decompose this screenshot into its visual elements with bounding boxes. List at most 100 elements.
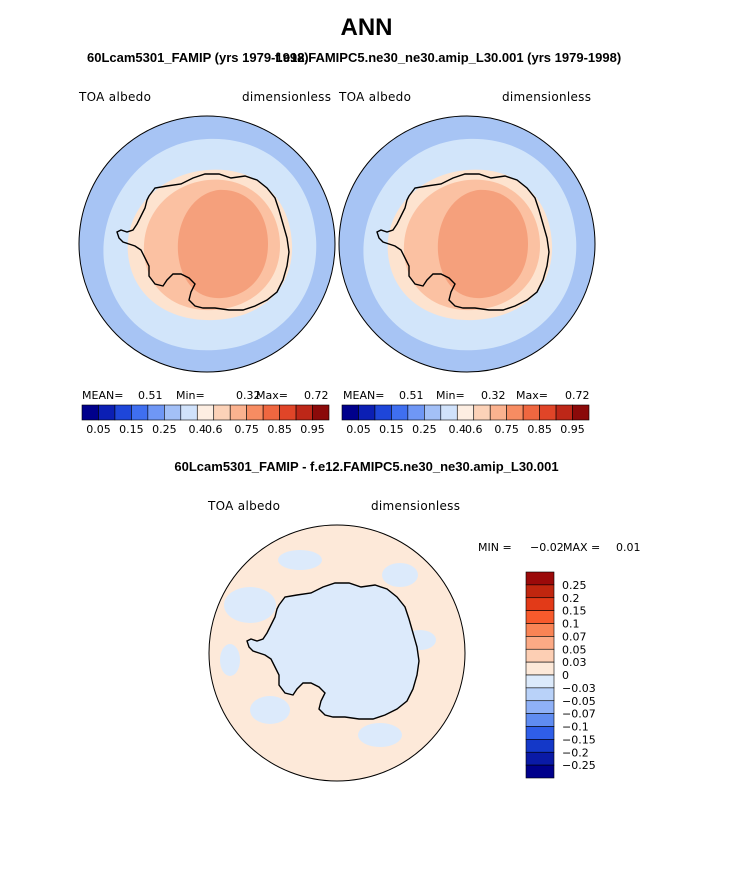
right-colorbar-tick-label: 0.05 (346, 423, 371, 436)
left-colorbar-swatch (312, 404, 330, 421)
diff-colorbar-tick-label: −0.05 (562, 695, 596, 708)
right-max-label: Max= (516, 389, 548, 402)
left-colorbar-swatch (229, 404, 247, 421)
left-mean-value: 0.51 (138, 389, 163, 402)
diff-min-label: MIN = (478, 541, 512, 554)
right-mean-value: 0.51 (399, 389, 424, 402)
diff-colorbar-swatch (525, 661, 555, 676)
left-colorbar-swatch (164, 404, 182, 421)
diff-map (208, 524, 466, 782)
left-colorbar-swatch (114, 404, 132, 421)
diff-colorbar-swatch (525, 584, 555, 599)
diff-variable-label: TOA albedo (208, 499, 281, 513)
diff-colorbar-swatch (525, 764, 555, 779)
left-colorbar-swatch (279, 404, 297, 421)
diff-colorbar-tick-label: −0.07 (562, 708, 596, 721)
right-min-label: Min= (436, 389, 465, 402)
diff-colorbar-swatch (525, 700, 555, 714)
left-colorbar: 0.05 0.15 0.25 0.40.6 0.75 0.85 0.95 (81, 404, 330, 436)
diff-colorbar: 0.250.20.150.10.070.050.030−0.03−0.05−0.… (525, 571, 596, 779)
right-colorbar: 0.05 0.15 0.25 0.40.6 0.75 0.85 0.95 (341, 404, 590, 436)
diff-colorbar-swatch (525, 648, 555, 663)
diff-colorbar-swatch (525, 739, 555, 753)
left-map (78, 115, 336, 373)
right-colorbar-swatch (539, 404, 557, 421)
diff-colorbar-tick-label: 0.03 (562, 656, 587, 669)
left-colorbar-swatch (180, 404, 198, 421)
right-colorbar-swatch (572, 404, 590, 421)
diff-colorbar-swatch (525, 713, 555, 727)
diff-max-value: 0.01 (616, 541, 641, 554)
left-colorbar-tick-label: 0.75 (234, 423, 259, 436)
right-max-value: 0.72 (565, 389, 590, 402)
left-colorbar-tick-label: 0.05 (86, 423, 111, 436)
diff-colorbar-swatch (525, 597, 555, 611)
right-colorbar-swatch (456, 404, 475, 421)
diff-colorbar-swatch (525, 674, 555, 689)
left-colorbar-swatch (213, 404, 231, 421)
diff-units-label: dimensionless (371, 499, 461, 513)
right-variable-label: TOA albedo (339, 90, 412, 104)
right-colorbar-tick-label: 0.95 (560, 423, 585, 436)
left-colorbar-swatch (295, 404, 313, 421)
diff-colorbar-tick-label: −0.03 (562, 682, 596, 695)
right-colorbar-swatch (506, 404, 524, 421)
right-colorbar-swatch (407, 404, 425, 421)
left-colorbar-swatch (196, 404, 215, 421)
diff-colorbar-swatch (525, 610, 555, 624)
diff-colorbar-tick-label: −0.1 (562, 721, 589, 734)
right-colorbar-swatch (489, 404, 507, 421)
right-units-label: dimensionless (502, 90, 592, 104)
right-colorbar-tick-label: 0.6 (465, 423, 483, 436)
diff-colorbar-swatch (525, 687, 555, 702)
right-panel-title: f.e12.FAMIPC5.ne30_ne30.amip_L30.001 (yr… (275, 50, 622, 65)
left-mean-label: MEAN= (82, 389, 124, 402)
left-colorbar-swatch (147, 404, 165, 421)
right-colorbar-tick-label: 0.25 (412, 423, 437, 436)
left-max-value: 0.72 (304, 389, 329, 402)
left-panel-title: 60Lcam5301_FAMIP (yrs 1979-1998) (87, 50, 309, 65)
right-colorbar-tick-label: 0.75 (494, 423, 519, 436)
diff-panel-title: 60Lcam5301_FAMIP - f.e12.FAMIPC5.ne30_ne… (174, 459, 559, 474)
left-min-value: 0.32 (236, 389, 261, 402)
left-colorbar-tick-label: 0.4 (189, 423, 207, 436)
figure-title: ANN (340, 14, 393, 41)
diff-colorbar-swatch (525, 571, 555, 586)
left-colorbar-swatch (81, 404, 99, 421)
right-colorbar-tick-label: 0.85 (527, 423, 552, 436)
left-units-label: dimensionless (242, 90, 332, 104)
diff-colorbar-tick-label: 0.25 (562, 579, 587, 592)
right-colorbar-swatch (424, 404, 442, 421)
right-colorbar-swatch (358, 404, 376, 421)
left-colorbar-tick-label: 0.15 (119, 423, 144, 436)
diff-colorbar-swatch (525, 636, 555, 650)
left-colorbar-swatch (131, 404, 149, 421)
right-colorbar-swatch (391, 404, 409, 421)
diff-colorbar-tick-label: −0.15 (562, 733, 596, 746)
right-mean-label: MEAN= (343, 389, 385, 402)
left-colorbar-tick-label: 0.6 (205, 423, 223, 436)
left-max-label: Max= (256, 389, 288, 402)
left-variable-label: TOA albedo (79, 90, 152, 104)
diff-colorbar-tick-label: −0.25 (562, 759, 596, 772)
diff-colorbar-tick-label: 0.07 (562, 630, 587, 643)
diff-colorbar-tick-label: 0.15 (562, 605, 587, 618)
left-colorbar-swatch (262, 404, 280, 421)
right-map (338, 115, 596, 373)
right-colorbar-swatch (522, 404, 540, 421)
right-colorbar-tick-label: 0.4 (449, 423, 467, 436)
diff-colorbar-swatch (525, 751, 555, 766)
right-colorbar-swatch (555, 404, 573, 421)
right-colorbar-swatch (374, 404, 392, 421)
right-colorbar-swatch (440, 404, 458, 421)
diff-max-label: MAX = (563, 541, 601, 554)
left-colorbar-tick-label: 0.95 (300, 423, 325, 436)
diff-colorbar-swatch (525, 623, 555, 637)
diff-min-value: −0.02 (530, 541, 564, 554)
diff-colorbar-tick-label: −0.2 (562, 746, 589, 759)
left-colorbar-swatch (246, 404, 264, 421)
left-min-label: Min= (176, 389, 205, 402)
diff-colorbar-swatch (525, 726, 555, 740)
right-colorbar-swatch (341, 404, 359, 421)
